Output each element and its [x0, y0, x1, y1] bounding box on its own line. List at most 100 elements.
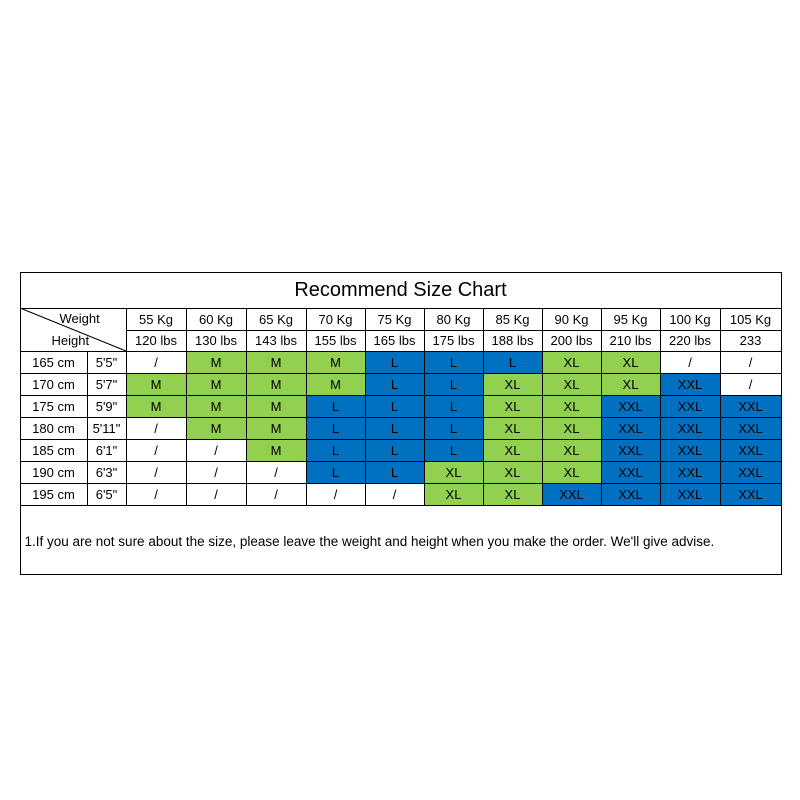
- weight-lbs: 120 lbs: [125, 329, 187, 352]
- size-cell: L: [423, 438, 484, 462]
- size-cell: XXL: [659, 460, 721, 484]
- size-cell: XXL: [719, 438, 782, 462]
- size-cell: /: [125, 460, 187, 484]
- size-cell: /: [125, 416, 187, 440]
- height-ft: 5'7": [86, 372, 127, 396]
- size-cell: L: [423, 416, 484, 440]
- weight-kg: 60 Kg: [185, 307, 247, 331]
- size-cell: /: [305, 482, 366, 506]
- size-cell: /: [185, 460, 247, 484]
- size-cell: XL: [482, 372, 543, 396]
- weight-kg: 80 Kg: [423, 307, 484, 331]
- height-cm: 190 cm: [19, 460, 88, 484]
- weight-kg: 105 Kg: [719, 307, 782, 331]
- height-ft: 6'3": [86, 460, 127, 484]
- size-cell: L: [364, 438, 425, 462]
- height-ft: 5'11": [86, 416, 127, 440]
- size-cell: /: [125, 350, 187, 374]
- size-cell: M: [125, 394, 187, 418]
- size-cell: M: [245, 438, 307, 462]
- size-cell: L: [423, 394, 484, 418]
- size-cell: XXL: [541, 482, 602, 506]
- size-cell: XXL: [659, 394, 721, 418]
- size-cell: M: [185, 372, 247, 396]
- size-cell: L: [364, 394, 425, 418]
- size-cell: L: [364, 416, 425, 440]
- size-cell: XXL: [719, 416, 782, 440]
- size-cell: M: [185, 394, 247, 418]
- weight-kg: 75 Kg: [364, 307, 425, 331]
- height-ft: 6'5": [86, 482, 127, 506]
- size-cell: /: [185, 438, 247, 462]
- size-cell: XL: [482, 438, 543, 462]
- height-cm: 195 cm: [19, 482, 88, 506]
- size-cell: /: [245, 482, 307, 506]
- height-ft: 6'1": [86, 438, 127, 462]
- size-cell: /: [185, 482, 247, 506]
- weight-lbs: 130 lbs: [185, 329, 247, 352]
- size-cell: XL: [541, 438, 602, 462]
- weight-label: Weight: [59, 311, 100, 326]
- size-cell: /: [125, 438, 187, 462]
- size-cell: XL: [482, 416, 543, 440]
- size-cell: XL: [482, 394, 543, 418]
- title: Recommend Size Chart: [19, 271, 782, 309]
- size-cell: XL: [541, 394, 602, 418]
- size-cell: XXL: [600, 460, 661, 484]
- height-ft: 5'9": [86, 394, 127, 418]
- height-cm: 180 cm: [19, 416, 88, 440]
- weight-lbs: 155 lbs: [305, 329, 366, 352]
- weight-lbs: 200 lbs: [541, 329, 602, 352]
- size-cell: XXL: [600, 482, 661, 506]
- weight-kg: 90 Kg: [541, 307, 602, 331]
- size-cell: L: [305, 394, 366, 418]
- weight-lbs: 188 lbs: [482, 329, 543, 352]
- weight-kg: 70 Kg: [305, 307, 366, 331]
- size-cell: /: [719, 350, 782, 374]
- size-cell: M: [305, 350, 366, 374]
- size-cell: /: [364, 482, 425, 506]
- size-cell: XXL: [659, 438, 721, 462]
- weight-lbs: 220 lbs: [659, 329, 721, 352]
- size-cell: XL: [541, 416, 602, 440]
- weight-lbs: 165 lbs: [364, 329, 425, 352]
- weight-kg: 100 Kg: [659, 307, 721, 331]
- weight-lbs: 143 lbs: [245, 329, 307, 352]
- size-cell: M: [305, 372, 366, 396]
- size-cell: L: [305, 438, 366, 462]
- size-cell: L: [423, 372, 484, 396]
- size-cell: XL: [541, 350, 602, 374]
- size-cell: XXL: [600, 416, 661, 440]
- size-cell: XXL: [719, 482, 782, 506]
- size-cell: M: [245, 350, 307, 374]
- weight-kg: 95 Kg: [600, 307, 661, 331]
- size-cell: L: [305, 416, 366, 440]
- size-cell: XL: [423, 482, 484, 506]
- size-cell: XL: [600, 350, 661, 374]
- size-cell: L: [305, 460, 366, 484]
- height-cm: 170 cm: [19, 372, 88, 396]
- weight-kg: 85 Kg: [482, 307, 543, 331]
- size-cell: M: [245, 394, 307, 418]
- size-cell: M: [245, 416, 307, 440]
- weight-lbs: 175 lbs: [423, 329, 484, 352]
- size-cell: L: [364, 460, 425, 484]
- size-cell: XL: [541, 372, 602, 396]
- note: 1.If you are not sure about the size, pl…: [19, 504, 782, 575]
- size-cell: XL: [482, 460, 543, 484]
- size-cell: XL: [541, 460, 602, 484]
- size-cell: XXL: [659, 416, 721, 440]
- size-cell: /: [659, 350, 721, 374]
- size-cell: L: [423, 350, 484, 374]
- size-cell: L: [364, 372, 425, 396]
- height-cm: 175 cm: [19, 394, 88, 418]
- size-cell: XL: [600, 372, 661, 396]
- size-cell: XXL: [600, 438, 661, 462]
- size-cell: XXL: [719, 460, 782, 484]
- size-cell: XXL: [719, 394, 782, 418]
- size-cell: XXL: [659, 482, 721, 506]
- size-cell: /: [245, 460, 307, 484]
- size-cell: L: [364, 350, 425, 374]
- size-cell: /: [125, 482, 187, 506]
- height-cm: 185 cm: [19, 438, 88, 462]
